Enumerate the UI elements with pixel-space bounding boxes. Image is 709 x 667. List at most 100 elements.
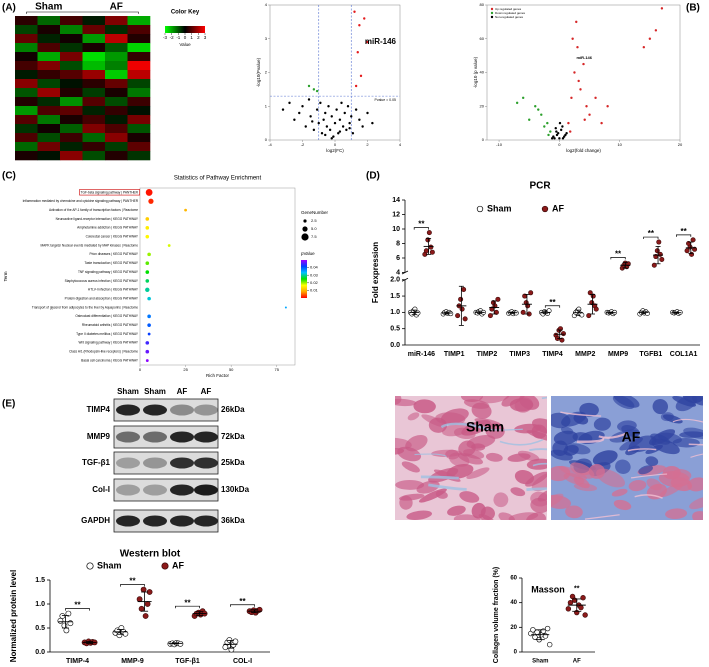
data-point xyxy=(325,125,329,128)
blot-size-label: 26kDa xyxy=(221,405,245,414)
data-point xyxy=(429,249,435,255)
heatmap-cell xyxy=(37,25,61,35)
histology-image xyxy=(395,396,547,520)
heatmap-cell xyxy=(15,70,38,80)
data-point xyxy=(559,337,565,343)
heatmap-cell xyxy=(60,88,83,98)
tissue-fiber xyxy=(619,437,643,451)
tissue-streak xyxy=(672,418,703,423)
tissue-fiber xyxy=(395,437,412,450)
x-tick-label: TIMP-4 xyxy=(66,658,89,665)
dendrogram xyxy=(26,11,139,14)
tissue-fiber xyxy=(572,432,593,444)
y-tick-label: 0.5 xyxy=(390,326,400,333)
blot-band xyxy=(116,457,140,469)
heatmap-cell xyxy=(127,97,151,107)
data-point xyxy=(311,120,314,123)
data-point xyxy=(301,105,304,108)
heatmap-cell xyxy=(105,97,128,107)
x-tick-label: 10 xyxy=(617,142,622,147)
x-tick-label: 25 xyxy=(183,367,188,372)
data-point xyxy=(642,45,646,49)
blot-column-label: AF xyxy=(201,387,212,396)
y-tick-label: 0 xyxy=(265,137,268,142)
term-label: Transport of glycerol from adipocytes to… xyxy=(32,305,138,309)
heatmap-cell xyxy=(82,43,106,53)
data-point xyxy=(540,113,543,116)
tissue-fiber xyxy=(628,479,647,492)
blot-size-label: 130kDa xyxy=(221,485,250,494)
data-point xyxy=(338,130,342,133)
panel-label: (E) xyxy=(2,399,15,410)
heatmap-cell xyxy=(105,142,128,152)
heatmap-cell xyxy=(82,97,106,107)
tissue-fiber xyxy=(431,449,462,457)
legend-label: AF xyxy=(172,560,184,570)
blot-band xyxy=(116,484,140,496)
x-axis-label: Rich Factor xyxy=(206,373,230,378)
legend-marker xyxy=(476,205,484,213)
tissue-fiber xyxy=(652,398,669,415)
data-point xyxy=(690,237,696,243)
tissue-fiber xyxy=(446,463,474,479)
tissue-fiber xyxy=(665,508,688,520)
heatmap-cell xyxy=(105,61,128,71)
blot-band xyxy=(143,515,167,527)
axis-break xyxy=(401,277,409,282)
panel-label: (C) xyxy=(2,171,16,182)
data-point xyxy=(293,118,296,121)
data-point xyxy=(556,132,560,135)
y-axis-label: -log10 (p value) xyxy=(473,56,478,88)
y-tick-label: 0 xyxy=(514,650,518,656)
heatmap-cell xyxy=(37,79,61,89)
enrichment-dot xyxy=(145,261,150,266)
heatmap-cell xyxy=(37,52,61,62)
data-point xyxy=(138,605,145,612)
data-point xyxy=(534,105,537,108)
size-legend-marker xyxy=(303,219,307,223)
term-label: Rheumatoid arthritis | KEGG PATHWAY xyxy=(82,323,139,327)
data-point xyxy=(654,248,660,254)
heatmap-cell xyxy=(127,52,151,62)
y-tick-label: 40 xyxy=(510,600,517,606)
enrichment-dot xyxy=(147,252,151,257)
heatmap-cell xyxy=(105,16,128,26)
tissue-fiber xyxy=(692,396,703,406)
significance-label: ** xyxy=(184,598,191,607)
y-tick-label: 6 xyxy=(396,255,400,262)
x-tick-label: -2 xyxy=(301,142,305,147)
enrichment-dot xyxy=(147,296,151,301)
heatmap-cell xyxy=(60,34,83,44)
heatmap-cell xyxy=(82,133,106,143)
significance-label: ** xyxy=(615,249,622,258)
term-label: Wnt signaling pathway | KEGG PATHWAY xyxy=(78,341,138,345)
heatmap-cell xyxy=(60,151,83,161)
y-tick-label: 0.0 xyxy=(390,342,400,349)
blot-band xyxy=(194,484,218,496)
x-tick-label: MMP9 xyxy=(608,351,628,358)
significance-label: ** xyxy=(418,220,425,229)
data-point xyxy=(606,105,609,108)
y-tick-label: 1.0 xyxy=(390,309,400,316)
tissue-fiber xyxy=(612,396,635,410)
data-point xyxy=(528,118,531,121)
data-point xyxy=(350,115,353,118)
color-key-tick-label: -3 xyxy=(163,35,167,40)
x-tick-label: TIMP2 xyxy=(477,351,498,358)
data-point xyxy=(537,108,540,111)
term-label: TNF signaling pathway | KEGG PATHWAY xyxy=(78,270,139,274)
data-point xyxy=(565,132,568,135)
term-label: Basal cell carcinoma | KEGG PATHWAY xyxy=(81,358,139,362)
data-point xyxy=(561,137,565,140)
data-point xyxy=(458,296,464,302)
data-point xyxy=(288,101,291,105)
y-tick-label: 0 xyxy=(482,137,485,142)
size-legend-marker xyxy=(301,233,309,241)
heatmap-cell xyxy=(105,43,128,53)
tissue-streak xyxy=(529,448,547,452)
tissue-fiber xyxy=(615,459,631,474)
significance-label: ** xyxy=(648,229,655,238)
tissue-fiber xyxy=(530,497,547,514)
term-label: MAPK targets/ Nuclear events mediated by… xyxy=(40,243,138,247)
